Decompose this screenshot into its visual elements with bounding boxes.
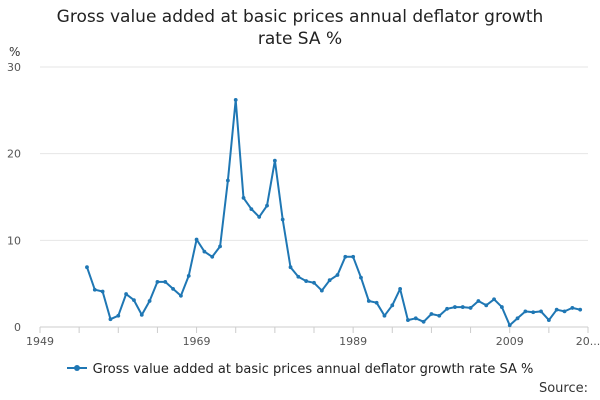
data-point[interactable]	[210, 254, 215, 259]
data-point[interactable]	[546, 318, 551, 322]
data-point[interactable]	[312, 280, 316, 285]
data-point[interactable]	[499, 305, 504, 309]
data-point[interactable]	[507, 323, 512, 328]
chart-title: Gross value added at basic prices annual…	[0, 6, 600, 50]
data-point[interactable]	[132, 298, 136, 303]
data-point[interactable]	[327, 278, 332, 283]
data-point[interactable]	[265, 203, 269, 208]
legend[interactable]: Gross value added at basic prices annual…	[0, 362, 600, 377]
chart-title-line-1: Gross value added at basic prices annual…	[56, 7, 544, 27]
data-point[interactable]	[280, 217, 285, 222]
data-point[interactable]	[343, 254, 348, 259]
data-point[interactable]	[570, 306, 575, 310]
data-point[interactable]	[578, 307, 583, 312]
data-point[interactable]	[531, 310, 536, 315]
x-axis-labels: 1949 1969 1989 2009 20...	[26, 335, 600, 348]
y-tick-label: 30	[7, 61, 21, 74]
data-point[interactable]	[366, 299, 371, 303]
x-tick-label: 2009	[496, 335, 524, 348]
data-point[interactable]	[100, 289, 105, 294]
data-point[interactable]	[319, 288, 324, 293]
data-point[interactable]	[453, 305, 457, 309]
grid-lines	[40, 66, 588, 241]
series-line	[86, 98, 581, 327]
data-point[interactable]	[155, 280, 160, 284]
data-point[interactable]	[163, 280, 168, 284]
data-point[interactable]	[241, 195, 246, 200]
y-tick-label: 10	[7, 234, 21, 247]
data-point[interactable]	[85, 265, 89, 270]
data-point[interactable]	[335, 273, 340, 277]
y-axis-unit-label: %	[9, 45, 20, 59]
data-point[interactable]	[460, 305, 465, 309]
legend-swatch	[66, 362, 87, 374]
legend-swatch-dot	[73, 365, 80, 371]
data-point[interactable]	[429, 312, 434, 316]
data-point[interactable]	[171, 286, 175, 291]
data-point[interactable]	[562, 309, 567, 314]
data-point[interactable]	[139, 312, 144, 317]
legend-label: Gross value added at basic prices annual…	[92, 362, 534, 377]
y-tick-label: 0	[14, 321, 21, 334]
data-point[interactable]	[539, 309, 543, 314]
data-point[interactable]	[413, 316, 418, 321]
x-axis	[39, 326, 589, 333]
data-point[interactable]	[116, 313, 121, 318]
data-point[interactable]	[492, 297, 496, 302]
data-point[interactable]	[304, 279, 309, 283]
data-point[interactable]	[421, 319, 426, 324]
x-tick-label: 1989	[339, 335, 367, 348]
data-point[interactable]	[359, 275, 363, 280]
data-point[interactable]	[437, 313, 442, 318]
data-point[interactable]	[257, 215, 262, 219]
data-point[interactable]	[233, 98, 238, 102]
data-point[interactable]	[202, 249, 207, 254]
y-tick-label: 20	[7, 148, 21, 161]
y-axis: 0 10 20 30	[7, 61, 21, 334]
data-point[interactable]	[398, 286, 403, 291]
data-point[interactable]	[382, 313, 387, 318]
data-point[interactable]	[476, 299, 481, 303]
data-point[interactable]	[186, 273, 191, 278]
data-point[interactable]	[124, 292, 129, 296]
data-point[interactable]	[147, 299, 152, 303]
data-point[interactable]	[194, 237, 199, 242]
data-point[interactable]	[249, 207, 254, 212]
series-layer	[85, 98, 583, 328]
data-point[interactable]	[554, 307, 559, 312]
data-point[interactable]	[179, 293, 183, 298]
data-point[interactable]	[445, 306, 449, 311]
data-point[interactable]	[272, 158, 277, 163]
data-point[interactable]	[515, 316, 520, 321]
chart-title-line-2: rate SA %	[257, 29, 343, 49]
data-point[interactable]	[523, 309, 528, 314]
x-tick-label: 20...	[576, 335, 600, 348]
data-point[interactable]	[108, 317, 113, 322]
data-point[interactable]	[484, 303, 489, 308]
data-point[interactable]	[406, 318, 410, 322]
x-tick-label: 1969	[183, 335, 211, 348]
data-point[interactable]	[374, 300, 379, 305]
x-tick-label: 1949	[26, 335, 54, 348]
data-point[interactable]	[218, 244, 222, 249]
data-point[interactable]	[92, 287, 97, 292]
data-point[interactable]	[225, 178, 230, 183]
source-label: Source:	[538, 381, 588, 396]
data-point[interactable]	[468, 306, 473, 310]
data-point[interactable]	[390, 303, 395, 308]
data-point[interactable]	[288, 265, 293, 270]
data-point[interactable]	[296, 274, 301, 279]
data-point[interactable]	[351, 254, 356, 259]
